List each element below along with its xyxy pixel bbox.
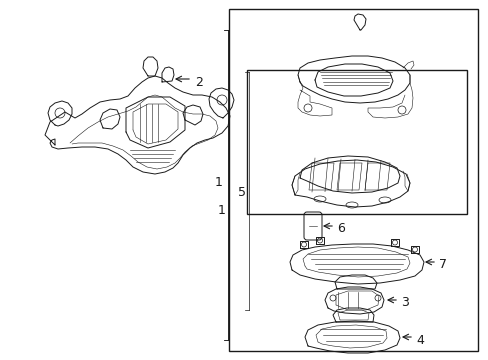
Text: 6: 6 [336,222,344,235]
Text: 1: 1 [218,203,225,216]
Text: 4: 4 [415,333,423,346]
Bar [228,9,477,351]
Bar [246,70,466,214]
Text: 3: 3 [400,297,408,310]
Text: 5: 5 [238,186,245,199]
Text: 2: 2 [195,76,203,89]
Text: 1: 1 [215,176,223,189]
Text: 7: 7 [438,258,446,271]
